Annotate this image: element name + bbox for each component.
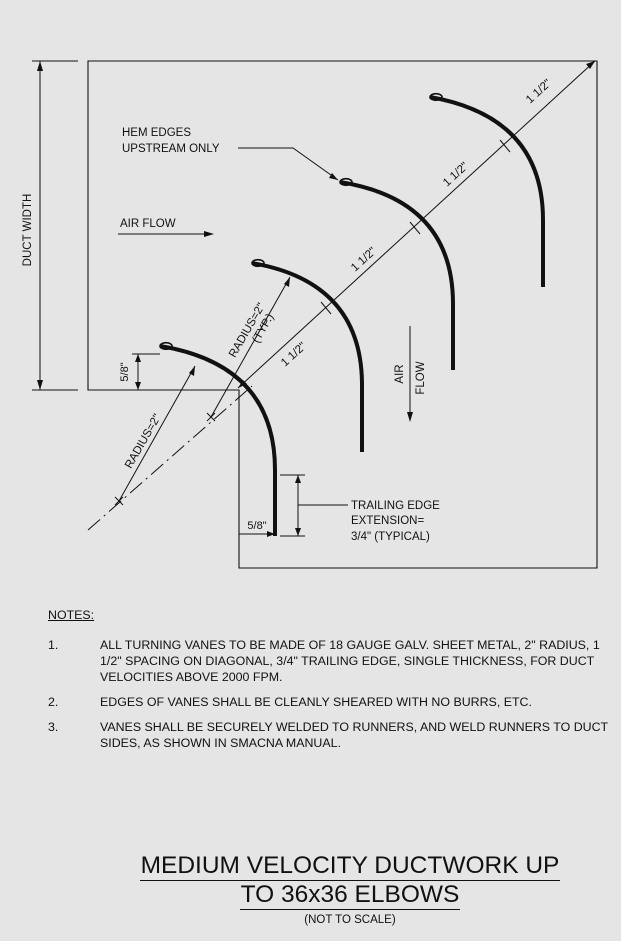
note-number: 2. (48, 695, 59, 709)
hem-edge-3 (339, 177, 353, 187)
trailing-edge-label-2: EXTENSION= (351, 515, 424, 527)
trailing-offset-arrow-right (267, 531, 275, 537)
note-number: 1. (48, 638, 59, 652)
radius-arrow-lower (189, 366, 195, 376)
radius-line-upper (210, 276, 291, 418)
notes-section: NOTES: 1. ALL TURNING VANES TO BE MADE O… (48, 607, 608, 760)
hem-edges-label-1: HEM EDGES (122, 127, 191, 139)
duct-width-label: DUCT WIDTH (22, 194, 34, 267)
hem-edges-leader-arrow (329, 173, 338, 180)
trailing-edge-arrow-bottom (295, 528, 301, 536)
turning-vane-diagram: DUCT WIDTH 5/8" (22, 60, 598, 569)
title-line-1: MEDIUM VELOCITY DUCTWORK UP (139, 852, 561, 881)
hem-edges (159, 92, 443, 351)
hem-offset-arrow-bottom (135, 382, 141, 390)
spacing-label-3: 1 1/2" (441, 160, 471, 189)
radius-lower-label: RADIUS=2" (123, 412, 164, 471)
note-text: ALL TURNING VANES TO BE MADE OF 18 GAUGE… (100, 638, 600, 684)
diagonal-dimension-line (237, 60, 596, 389)
hem-offset-label: 5/8" (119, 362, 131, 381)
trailing-edge-label-1: TRAILING EDGE (351, 500, 440, 512)
title-line-2: TO 36x36 ELBOWS (239, 881, 461, 910)
spacing-label-2: 1 1/2" (349, 245, 379, 274)
duct-width-arrow-bottom (37, 380, 43, 390)
turning-vanes (159, 95, 545, 536)
air-flow-vertical-label-1: AIR (394, 364, 406, 383)
trailing-offset-label: 5/8" (247, 520, 266, 532)
air-flow-horizontal-arrow (204, 231, 214, 237)
note-number: 3. (48, 720, 59, 734)
vane-2 (251, 261, 364, 452)
radius-line-lower (118, 365, 196, 502)
note-item: 2. EDGES OF VANES SHALL BE CLEANLY SHEAR… (48, 694, 608, 710)
hem-edge-4 (429, 92, 443, 102)
duct-width-dimension (32, 60, 78, 391)
diagonal-ticks (320, 139, 511, 315)
note-item: 1. ALL TURNING VANES TO BE MADE OF 18 GA… (48, 637, 608, 685)
trailing-edge-arrow-top (295, 475, 301, 483)
vane-4 (429, 95, 545, 287)
duct-outline (87, 60, 598, 569)
note-text: EDGES OF VANES SHALL BE CLEANLY SHEARED … (100, 695, 532, 709)
air-flow-vertical-label-2: FLOW (415, 361, 427, 394)
air-flow-vertical-arrow (407, 412, 413, 422)
trailing-edge-dimension (280, 474, 348, 537)
note-item: 3. VANES SHALL BE SECURELY WELDED TO RUN… (48, 719, 608, 751)
title-block: MEDIUM VELOCITY DUCTWORK UP TO 36x36 ELB… (90, 852, 610, 926)
hem-edge-2 (251, 258, 265, 268)
vane-3 (339, 180, 455, 370)
hem-edge-1 (159, 341, 173, 351)
diagonal-centerline (87, 385, 253, 531)
hem-edges-leader (238, 147, 339, 181)
duct-width-arrow-top (37, 61, 43, 71)
note-text: VANES SHALL BE SECURELY WELDED TO RUNNER… (100, 720, 608, 750)
hem-edges-label-2: UPSTREAM ONLY (122, 143, 220, 155)
notes-heading: NOTES: (48, 608, 95, 622)
hem-offset-arrow-top (135, 354, 141, 362)
vane-1 (159, 344, 277, 536)
spacing-label-4: 1 1/2" (524, 77, 554, 106)
title-subtitle: (NOT TO SCALE) (304, 914, 396, 926)
air-flow-horizontal-label: AIR FLOW (120, 218, 176, 230)
diagonal-arrow-top (586, 61, 595, 69)
spacing-label-1: 1 1/2" (279, 340, 309, 369)
trailing-edge-label-3: 3/4" (TYPICAL) (351, 531, 430, 543)
radius-arrow-upper (284, 277, 290, 287)
